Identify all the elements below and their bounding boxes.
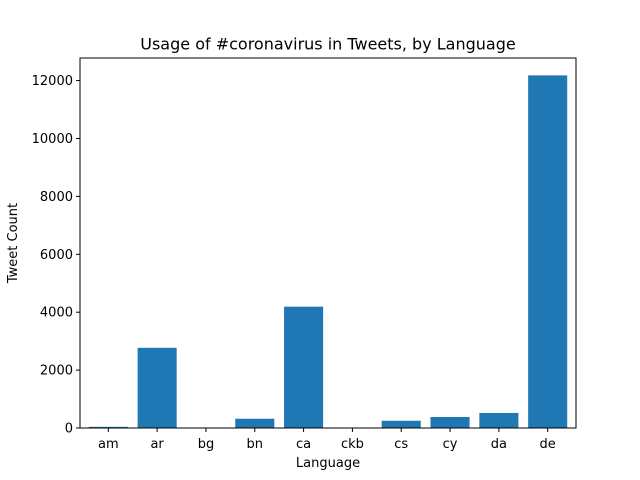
bar-cs	[381, 420, 421, 428]
x-tick-label: am	[98, 437, 119, 452]
y-tick-label: 12000	[32, 74, 73, 89]
y-tick-label: 8000	[40, 190, 73, 205]
x-tick-label: bg	[198, 437, 215, 452]
x-tick-label: cs	[394, 437, 408, 452]
y-tick-label: 6000	[40, 248, 73, 263]
bar-cy	[430, 417, 470, 428]
y-tick-label: 4000	[40, 306, 73, 321]
x-tick-label: ar	[150, 437, 164, 452]
bars-group	[88, 75, 568, 429]
chart-title: Usage of #coronavirus in Tweets, by Lang…	[140, 35, 515, 54]
y-axis-label: Tweet Count	[6, 203, 21, 284]
x-axis-ticks: am ar bg bn ca ckb cs cy da de	[98, 428, 556, 452]
y-tick-label: 10000	[32, 132, 73, 147]
bar-am	[88, 426, 128, 428]
y-axis-ticks: 0 2000 4000 6000 8000 10000 12000	[32, 74, 80, 437]
bar-de	[528, 75, 568, 429]
bar-da	[479, 412, 519, 428]
x-tick-label: da	[491, 437, 507, 452]
x-tick-label: ca	[296, 437, 311, 452]
bar-bn	[235, 418, 275, 428]
bar-ar	[137, 347, 177, 428]
x-tick-label: cy	[443, 437, 458, 452]
x-tick-label: de	[540, 437, 556, 452]
x-tick-label: ckb	[341, 437, 364, 452]
x-tick-label: bn	[247, 437, 264, 452]
bar-ca	[284, 306, 324, 428]
plot-frame	[79, 57, 577, 429]
x-axis-label: Language	[296, 456, 360, 471]
y-tick-label: 2000	[40, 364, 73, 379]
y-tick-label: 0	[65, 422, 73, 437]
